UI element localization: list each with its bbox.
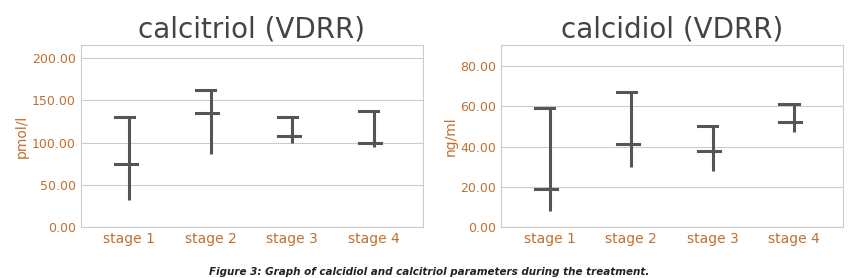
Y-axis label: pmol/l: pmol/l: [15, 115, 29, 158]
Y-axis label: ng/ml: ng/ml: [444, 116, 457, 156]
Title: calcitriol (VDRR): calcitriol (VDRR): [138, 15, 365, 43]
Text: Figure 3: Graph of calcidiol and calcitriol parameters during the treatment.: Figure 3: Graph of calcidiol and calcitr…: [208, 267, 650, 277]
Title: calcidiol (VDRR): calcidiol (VDRR): [561, 15, 783, 43]
